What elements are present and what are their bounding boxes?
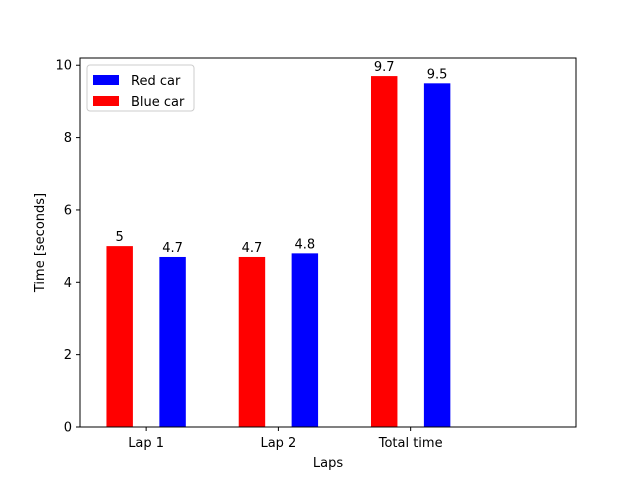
x-tick-label: Lap 1 xyxy=(128,436,164,451)
bar-red-car-0 xyxy=(159,256,186,427)
data-label: 9.5 xyxy=(427,67,448,82)
legend-entry-label: Red car xyxy=(131,74,181,89)
bar-blue-car-0 xyxy=(106,246,133,427)
data-label: 4.7 xyxy=(242,241,263,256)
y-axis: 0 2 4 6 8 10 xyxy=(55,59,80,436)
legend: Red car Blue car xyxy=(86,64,195,112)
y-tick-label: 8 xyxy=(64,131,72,146)
bar-red-car-1 xyxy=(291,253,319,427)
y-tick-label: 10 xyxy=(55,59,72,74)
bar-red-car-2 xyxy=(423,83,451,427)
y-axis-label: Time [seconds] xyxy=(33,193,48,293)
y-tick-label: 4 xyxy=(64,276,72,291)
x-tick-label: Total time xyxy=(378,436,443,451)
legend-entry-label: Blue car xyxy=(131,95,185,110)
bar-blue-car-2 xyxy=(370,76,398,428)
x-axis: Lap 1 Lap 2 Total time xyxy=(128,427,443,451)
y-tick-label: 6 xyxy=(64,203,72,218)
y-tick-label: 2 xyxy=(64,348,72,363)
bar-blue-car-1 xyxy=(238,256,266,427)
data-label: 5 xyxy=(116,230,124,245)
data-labels-layer: 5 4.7 9.7 4.7 4.8 9.5 xyxy=(116,60,448,256)
x-tick-label: Lap 2 xyxy=(260,436,296,451)
data-label: 9.7 xyxy=(374,60,395,75)
plot-frame xyxy=(79,57,577,428)
data-label: 4.8 xyxy=(295,237,316,252)
data-label: 4.7 xyxy=(162,241,183,256)
x-axis-label: Laps xyxy=(313,456,343,471)
legend-swatch xyxy=(93,96,119,106)
y-tick-label: 0 xyxy=(64,421,72,436)
bars-layer xyxy=(106,76,451,428)
legend-swatch xyxy=(93,75,119,85)
